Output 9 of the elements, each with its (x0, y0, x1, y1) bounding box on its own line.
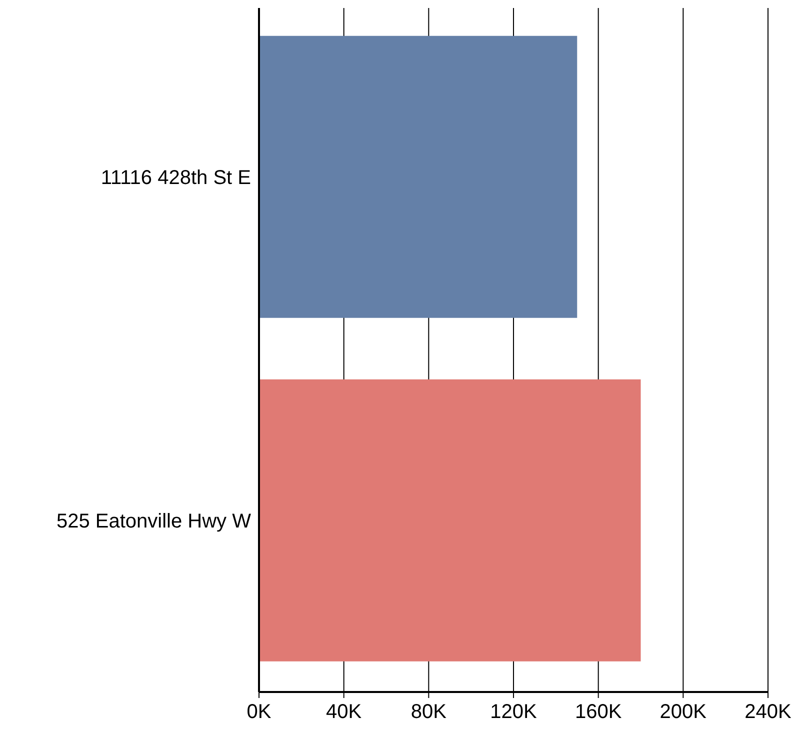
x-tick-label: 240K (744, 701, 792, 724)
y-tick-label: 11116 428th St E (100, 166, 251, 189)
x-tick-label: 40K (326, 701, 362, 724)
x-tick-label: 80K (410, 701, 448, 724)
y-tick-label: 525 Eatonville Hwy W (56, 510, 252, 532)
x-tick-label: 120K (490, 701, 538, 724)
x-tick-label: 0K (246, 701, 272, 724)
x-tick-label: 160K (574, 701, 622, 724)
x-tick-label: 200K (660, 701, 708, 724)
